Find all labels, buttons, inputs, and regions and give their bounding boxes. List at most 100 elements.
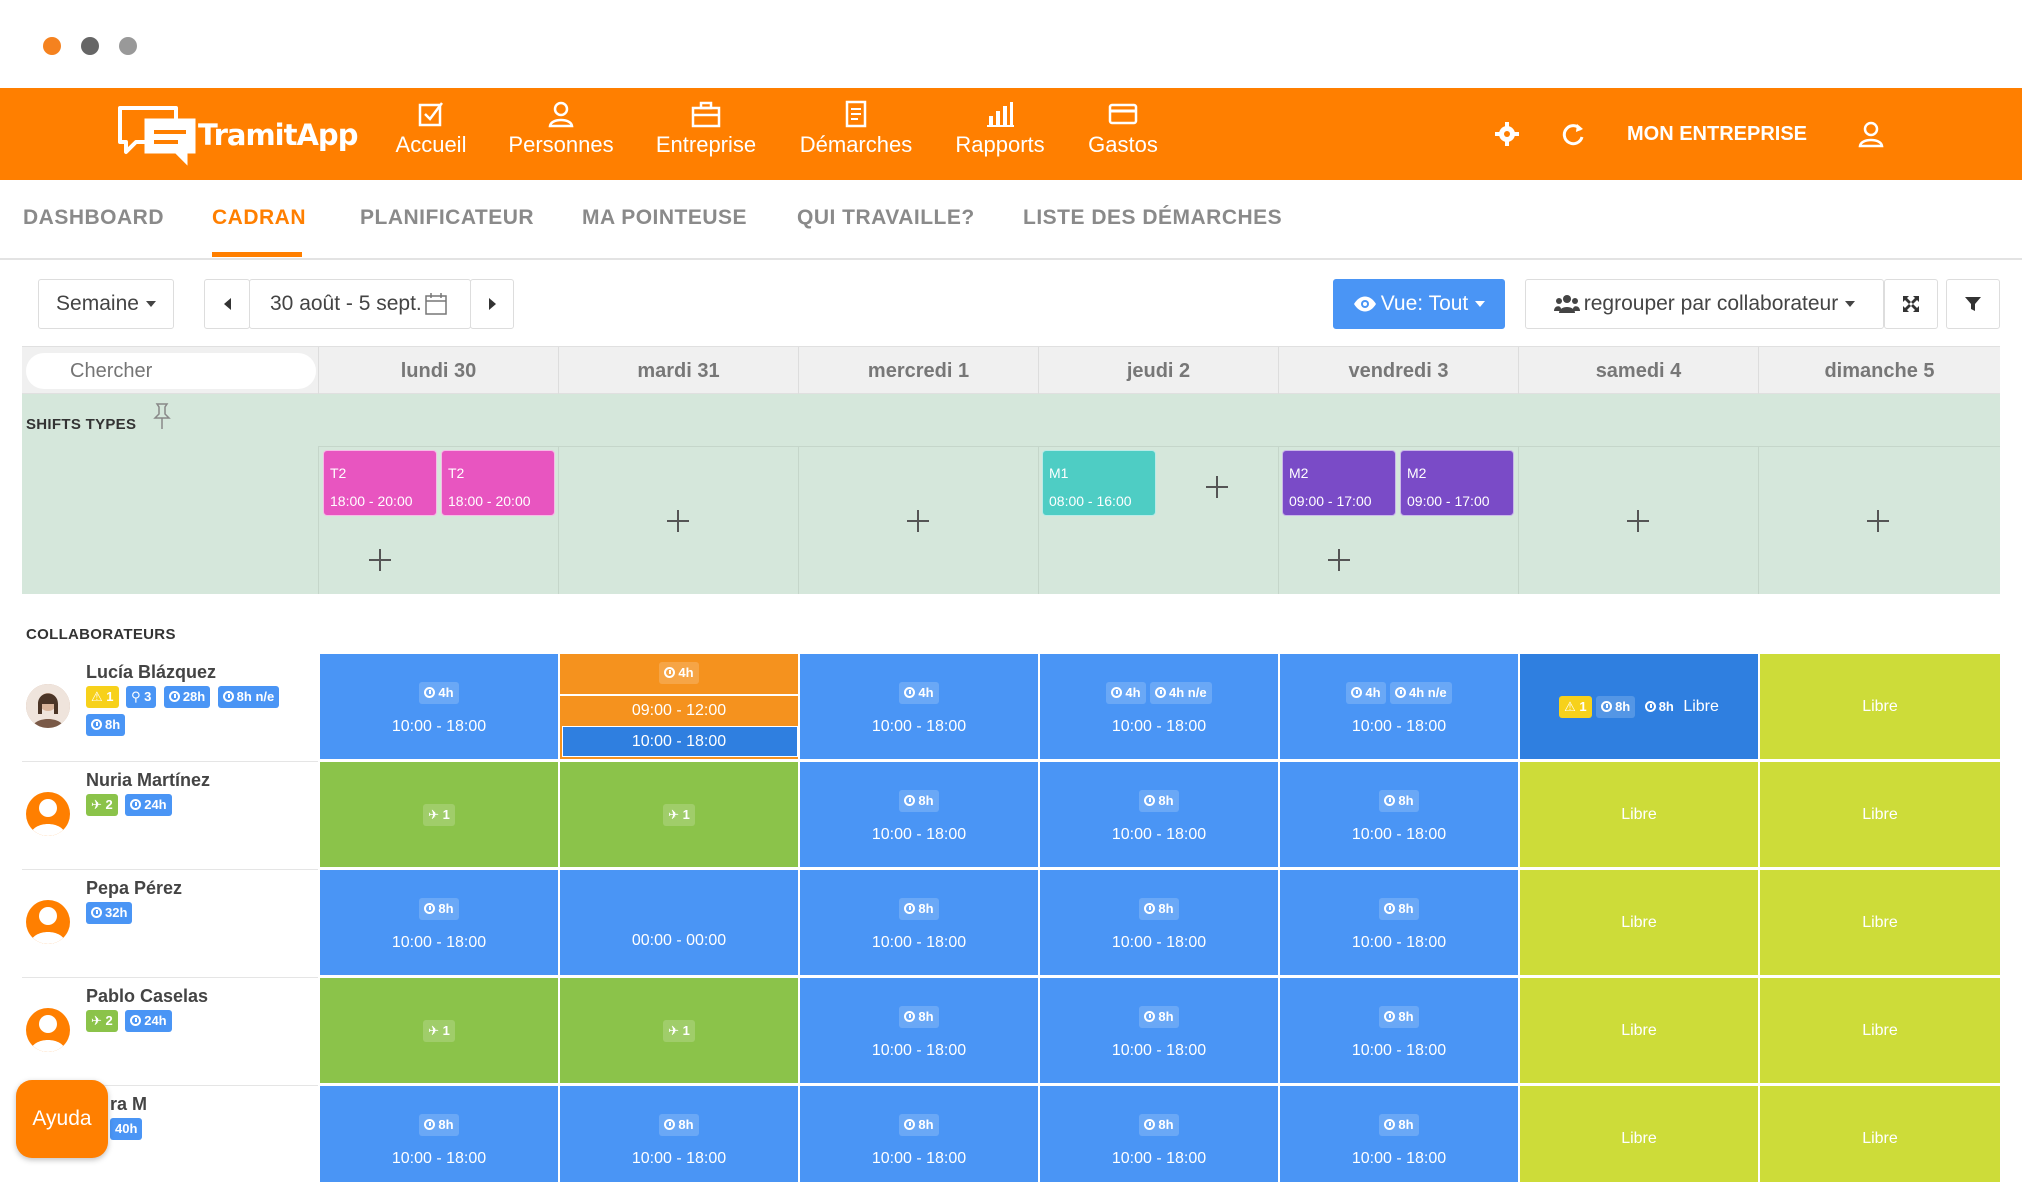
tab-planificateur[interactable]: PLANIFICATEUR [360,206,535,229]
shift-cell[interactable]: 00:00 - 00:00 [558,870,798,975]
shift-cell-libre[interactable]: Libre [1758,1086,2000,1182]
shift-cell[interactable]: 8h 10:00 - 18:00 [1038,1086,1278,1182]
shift-cell-libre[interactable]: Libre [1518,762,1758,867]
view-dropdown[interactable]: Vue: Tout [1333,279,1505,329]
shift-cell[interactable]: 8h 10:00 - 18:00 [798,870,1038,975]
clock-icon [91,719,102,730]
shift-cell[interactable]: 8h 10:00 - 18:00 [1038,762,1278,867]
help-button[interactable]: Ayuda [16,1080,108,1158]
person-info[interactable]: Pablo Caselas ✈ 2 24h [22,978,318,1086]
shift-cell-libre[interactable]: Libre [1518,1086,1758,1182]
warning-badge: ⚠ 1 [86,686,119,708]
shift-type-card[interactable]: T2 18:00 - 20:00 [323,450,437,516]
plane-icon: ✈ [91,1013,102,1028]
add-shift-fri-icon[interactable] [1326,547,1352,573]
clock-icon [1601,701,1613,712]
shift-cell[interactable]: 4h 4h n/e 10:00 - 18:00 [1278,654,1518,759]
company-menu[interactable]: MON ENTREPRISE [1627,88,1807,180]
credit-card-icon [1108,103,1138,125]
shift-cell[interactable]: 8h 10:00 - 18:00 [318,1086,558,1182]
vacation-cell[interactable]: ✈ 1 [318,978,558,1083]
person-badges: ✈ 2 24h [86,1010,306,1038]
brand-logo[interactable]: TramitApp [116,100,358,170]
tab-ma-pointeuse[interactable]: MA POINTEUSE [582,206,748,229]
add-shift-mon-icon[interactable] [367,547,393,573]
user-menu-button[interactable] [1857,88,1885,180]
settings-button[interactable] [1494,88,1520,180]
add-shift-tue-icon[interactable] [665,508,691,534]
shift-cell-libre[interactable]: ⚠ 1 8h 8h Libre [1518,654,1758,759]
shift-type-card[interactable]: M1 08:00 - 16:00 [1042,450,1156,516]
nav-personnes[interactable]: Personnes [506,100,616,170]
shift-cell-libre[interactable]: Libre [1758,978,2000,1083]
hours-badge: 8h [86,714,126,736]
shift-type-card[interactable]: T2 18:00 - 20:00 [441,450,555,516]
person-info[interactable]: Pepa Pérez 32h [22,870,318,978]
shift-cell[interactable]: 8h 10:00 - 18:00 [1278,978,1518,1083]
tab-cadran[interactable]: CADRAN [212,206,306,229]
add-shift-wed-icon[interactable] [905,508,931,534]
add-shift-sat-icon[interactable] [1625,508,1651,534]
filter-button[interactable] [1946,279,2000,329]
shift-cell[interactable]: 8h 10:00 - 18:00 [1038,870,1278,975]
shift-cell-libre[interactable]: Libre [1518,870,1758,975]
nav-demarches[interactable]: Démarches [798,100,914,170]
window-close-dot[interactable] [43,37,61,55]
hours-badge: 24h [125,1010,172,1032]
nav-gastos[interactable]: Gastos [1084,100,1162,170]
shift-cell[interactable]: 8h 10:00 - 18:00 [1278,870,1518,975]
shift-type-card[interactable]: M2 09:00 - 17:00 [1282,450,1396,516]
nav-gastos-label: Gastos [1088,132,1158,157]
person-name: Pablo Caselas [86,986,209,1006]
group-by-dropdown[interactable]: regrouper par collaborateur [1525,279,1884,329]
shift-type-card[interactable]: M2 09:00 - 17:00 [1400,450,1514,516]
period-dropdown[interactable]: Semaine [38,279,174,329]
search-input[interactable] [26,353,316,389]
fullscreen-button[interactable] [1884,279,1938,329]
tab-liste-demarches[interactable]: LISTE DES DÉMARCHES [1023,206,1283,229]
vacation-cell[interactable]: ✈ 1 [558,762,798,867]
nav-rapports[interactable]: Rapports [952,100,1048,170]
shift-cell[interactable]: 4h 4h n/e 10:00 - 18:00 [1038,654,1278,759]
caret-down-icon [145,301,156,307]
shift-cell-libre[interactable]: Libre [1518,978,1758,1083]
next-week-button[interactable] [470,279,514,329]
add-shift-sun-icon[interactable] [1865,508,1891,534]
shift-cell-libre[interactable]: Libre [1758,762,2000,867]
clock-icon [1395,687,1407,698]
vacation-cell[interactable]: ✈ 1 [318,762,558,867]
clock-icon [1111,687,1123,698]
shift-cell[interactable]: 4h 10:00 - 18:00 [798,654,1038,759]
shift-cell[interactable]: 8h 10:00 - 18:00 [558,1086,798,1182]
add-shift-thu-icon[interactable] [1204,474,1230,500]
day-header-sat: samedi 4 [1518,347,1758,395]
shift-cell[interactable]: 8h 10:00 - 18:00 [798,1086,1038,1182]
shift-cell-libre[interactable]: Libre [1758,870,2000,975]
shift-cell-libre[interactable]: Libre [1758,654,2000,759]
shift-cell[interactable]: 4h 10:00 - 18:00 [318,654,558,759]
shift-cell[interactable]: 8h 10:00 - 18:00 [798,762,1038,867]
vacation-cell[interactable]: ✈ 1 [558,978,798,1083]
person-name: Pepa Pérez [86,878,183,898]
tab-qui-travaille[interactable]: QUI TRAVAILLE? [797,206,975,229]
location-badge: ⚲ 3 [125,686,157,708]
person-info[interactable]: Lucía Blázquez ⚠ 1 ⚲ 3 28h 8h n/e 8h [22,654,318,762]
date-range-picker[interactable]: 30 août - 5 sept. [249,279,471,329]
window-maximize-dot[interactable] [119,37,137,55]
shift-cell[interactable]: 8h 10:00 - 18:00 [318,870,558,975]
refresh-button[interactable] [1560,88,1586,180]
nav-accueil[interactable]: Accueil [390,100,472,170]
shift-cell[interactable]: 8h 10:00 - 18:00 [798,978,1038,1083]
shift-cell-split[interactable]: 4h 09:00 - 12:00 10:00 - 18:00 [558,654,798,759]
nav-entreprise[interactable]: Entreprise [652,100,760,170]
person-info[interactable]: Nuria Martínez ✈ 2 24h [22,762,318,870]
shift-cell[interactable]: 8h 10:00 - 18:00 [1038,978,1278,1083]
tab-dashboard[interactable]: DASHBOARD [23,206,164,229]
shift-cell[interactable]: 8h 10:00 - 18:00 [1278,762,1518,867]
pin-icon[interactable] [152,402,172,430]
shift-cell[interactable]: 8h 10:00 - 18:00 [1278,1086,1518,1182]
prev-week-button[interactable] [204,279,250,329]
day-header-fri: vendredi 3 [1278,347,1518,395]
window-minimize-dot[interactable] [81,37,99,55]
hours-ne-badge: 8h n/e [217,686,280,708]
